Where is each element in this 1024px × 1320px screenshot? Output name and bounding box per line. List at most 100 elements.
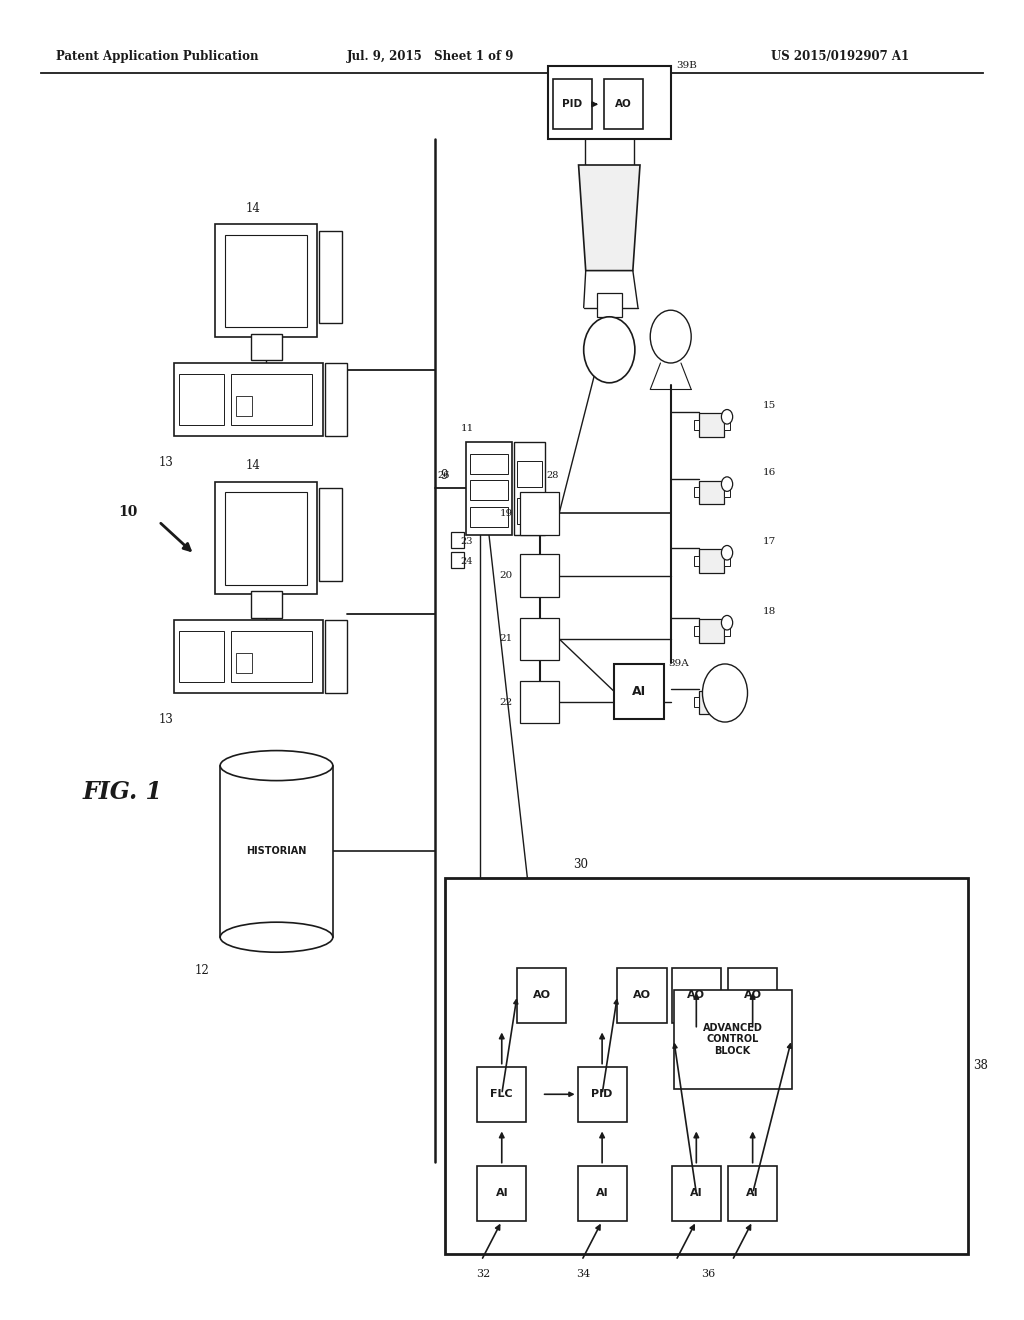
Bar (694, 626, 699, 636)
Text: US 2015/0192907 A1: US 2015/0192907 A1 (771, 50, 908, 63)
Bar (179, 631, 224, 682)
Bar (520, 618, 559, 660)
Text: 38: 38 (973, 1060, 988, 1072)
Text: FLC: FLC (490, 1089, 513, 1100)
Text: 18: 18 (763, 607, 776, 615)
Bar (548, 66, 671, 139)
Circle shape (722, 615, 733, 630)
Bar (597, 293, 622, 317)
Text: AO: AO (532, 990, 551, 1001)
Text: 13: 13 (159, 713, 174, 726)
Bar (517, 968, 566, 1023)
Bar (514, 442, 545, 535)
Text: 14: 14 (246, 202, 261, 215)
Bar (694, 487, 699, 498)
Bar (325, 620, 347, 693)
Circle shape (722, 477, 733, 491)
Circle shape (722, 686, 733, 701)
Text: 30: 30 (573, 858, 589, 871)
Bar (225, 492, 307, 585)
Bar (445, 878, 968, 1254)
Bar (725, 626, 729, 636)
Text: AI: AI (596, 1188, 608, 1199)
Bar (699, 480, 725, 504)
Circle shape (722, 409, 733, 424)
Bar (517, 498, 542, 524)
Bar (672, 1166, 721, 1221)
Bar (174, 620, 323, 693)
Ellipse shape (220, 923, 333, 952)
Bar (728, 968, 777, 1023)
Text: 36: 36 (701, 1269, 716, 1279)
Bar (725, 420, 729, 430)
Bar (694, 697, 699, 708)
Bar (470, 480, 508, 500)
Bar (451, 552, 464, 568)
Text: 13: 13 (159, 455, 174, 469)
Circle shape (584, 317, 635, 383)
Bar (553, 79, 592, 129)
Bar (319, 231, 342, 323)
Text: ADVANCED
CONTROL
BLOCK: ADVANCED CONTROL BLOCK (702, 1023, 763, 1056)
Text: 14: 14 (246, 459, 261, 473)
Text: 17: 17 (763, 537, 776, 545)
Text: AI: AI (496, 1188, 508, 1199)
Bar (699, 619, 725, 643)
Text: HISTORIAN: HISTORIAN (247, 846, 306, 857)
Bar (699, 413, 725, 437)
Text: Patent Application Publication: Patent Application Publication (56, 50, 259, 63)
Bar (520, 492, 559, 535)
Bar (694, 420, 699, 430)
Text: 24: 24 (461, 557, 473, 565)
Bar (617, 968, 667, 1023)
Bar (578, 1067, 627, 1122)
Bar (614, 664, 664, 719)
Bar (230, 374, 312, 425)
Bar (699, 690, 725, 714)
Bar (225, 235, 307, 327)
Text: 23: 23 (461, 537, 473, 545)
Text: 10: 10 (118, 506, 137, 519)
Text: AO: AO (743, 990, 762, 1001)
Text: 34: 34 (577, 1269, 591, 1279)
Bar (477, 1166, 526, 1221)
Circle shape (650, 310, 691, 363)
Bar (251, 334, 282, 360)
Bar (215, 224, 317, 337)
Bar (174, 363, 323, 436)
Bar (728, 1166, 777, 1221)
Bar (319, 488, 342, 581)
Text: 32: 32 (476, 1269, 490, 1279)
Bar (237, 396, 252, 416)
Bar (699, 549, 725, 573)
Circle shape (722, 545, 733, 560)
Text: AO: AO (615, 99, 632, 110)
Bar (517, 461, 542, 487)
Text: 20: 20 (500, 572, 513, 579)
Bar (725, 556, 729, 566)
Text: FIG. 1: FIG. 1 (83, 780, 163, 804)
Bar (237, 653, 252, 673)
Bar (674, 990, 792, 1089)
Text: AO: AO (633, 990, 651, 1001)
Text: 9: 9 (440, 469, 447, 482)
Bar (251, 591, 282, 618)
Bar (470, 454, 508, 474)
Bar (672, 968, 721, 1023)
Text: 22: 22 (500, 698, 513, 706)
Text: 26: 26 (437, 471, 450, 479)
Text: 28: 28 (547, 471, 559, 479)
Text: 11: 11 (461, 425, 474, 433)
Bar (230, 631, 312, 682)
Text: AO: AO (687, 990, 706, 1001)
Bar (470, 507, 508, 527)
Text: 12: 12 (195, 964, 209, 977)
Bar (220, 766, 333, 937)
Text: AI: AI (746, 1188, 759, 1199)
Bar (725, 697, 729, 708)
Text: 39A: 39A (669, 660, 689, 668)
Text: PID: PID (592, 1089, 612, 1100)
Bar (725, 487, 729, 498)
Bar (179, 374, 224, 425)
Bar (466, 442, 512, 535)
